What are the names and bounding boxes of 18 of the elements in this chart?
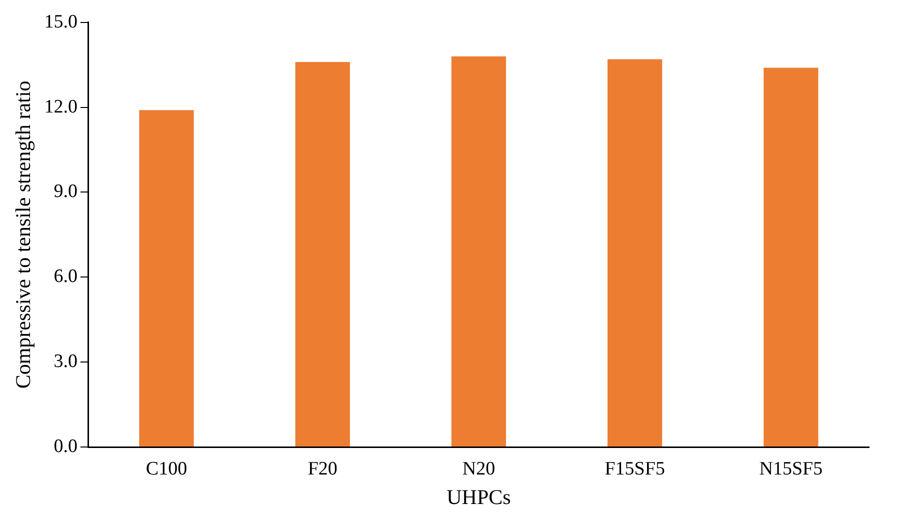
bar (608, 59, 662, 446)
y-tick-label: 12.0 (44, 96, 78, 118)
bar (295, 62, 350, 446)
x-tick-label: N15SF5 (759, 458, 823, 480)
x-tick-label: F15SF5 (604, 458, 665, 480)
x-tick-label: N20 (462, 458, 496, 480)
x-axis-title: UHPCs (446, 484, 511, 509)
y-tick-label: 3.0 (54, 351, 78, 372)
y-tick-label: 15.0 (44, 11, 78, 32)
y-tick-label: 6.0 (54, 266, 78, 288)
x-tick-label: C100 (146, 458, 188, 480)
bar (451, 56, 506, 446)
bar (764, 68, 818, 446)
bar (139, 110, 194, 446)
y-axis-title: Compressive to tensile strength ratio (11, 80, 36, 389)
y-tick-label: 0.0 (54, 436, 78, 457)
y-tick-label: 9.0 (54, 181, 78, 202)
x-tick-label: F20 (308, 458, 338, 480)
